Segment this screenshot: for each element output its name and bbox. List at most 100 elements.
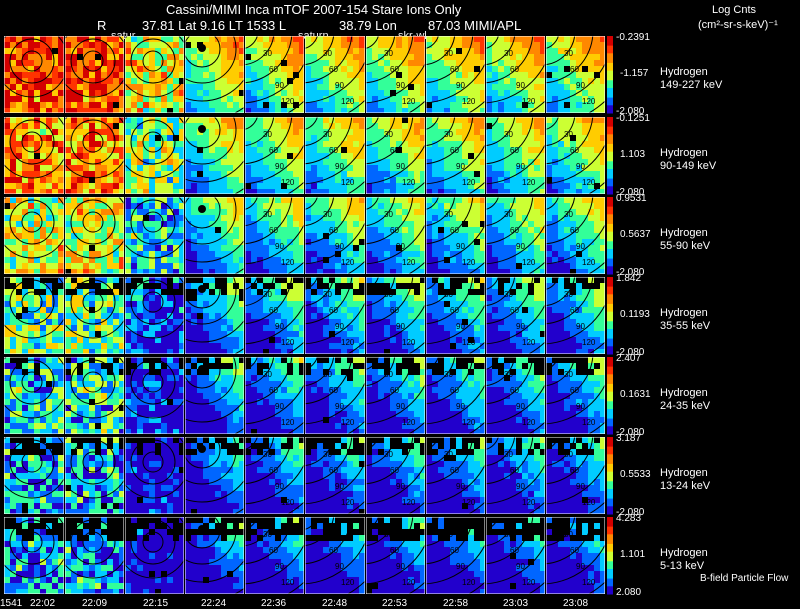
image-panel — [4, 357, 64, 434]
svg-text:30: 30 — [504, 210, 513, 219]
image-panel — [65, 517, 124, 594]
band-species: Hydrogen — [660, 467, 708, 479]
plot-title: Cassini/MIMI Inca mTOF 2007-154 Stare Io… — [166, 2, 462, 17]
time-label: 22:24 — [201, 598, 227, 609]
svg-text:60: 60 — [269, 65, 278, 74]
svg-text:60: 60 — [390, 226, 399, 235]
svg-text:90: 90 — [576, 81, 585, 90]
svg-text:90: 90 — [275, 162, 284, 171]
band-species: Hydrogen — [660, 147, 708, 159]
color-bar — [607, 117, 613, 195]
svg-text:60: 60 — [450, 65, 459, 74]
svg-text:120: 120 — [341, 178, 355, 187]
svg-text:60: 60 — [570, 226, 579, 235]
image-panel — [65, 197, 124, 274]
color-bar — [607, 357, 613, 435]
svg-text:30: 30 — [504, 130, 513, 139]
band-species: Hydrogen — [660, 227, 708, 239]
band-energy: 55-90 keV — [660, 240, 711, 252]
colorbar-min: -2.080 — [616, 106, 645, 117]
svg-text:30: 30 — [263, 210, 272, 219]
svg-text:60: 60 — [269, 146, 278, 155]
image-panel — [4, 117, 64, 194]
image-panel — [65, 357, 124, 434]
band-energy: 149-227 keV — [660, 79, 723, 91]
svg-text:120: 120 — [402, 97, 416, 106]
image-panel — [185, 117, 244, 194]
svg-text:90: 90 — [396, 81, 405, 90]
svg-text:60: 60 — [450, 146, 459, 155]
svg-text:120: 120 — [281, 258, 295, 267]
band-energy: 90-149 keV — [660, 160, 717, 172]
band-species: Hydrogen — [660, 387, 708, 399]
svg-text:90: 90 — [576, 242, 585, 251]
colorbar-max: 4.283 — [616, 513, 642, 524]
svg-text:90: 90 — [456, 242, 465, 251]
image-panel — [125, 517, 184, 594]
svg-text:60: 60 — [450, 226, 459, 235]
time-label: 22:53 — [382, 598, 408, 609]
colorbar-min: -2.080 — [616, 347, 645, 358]
colorbar-mid: 0.5637 — [620, 229, 651, 240]
units-label: (cm²-sr-s-keV)⁻¹ — [698, 19, 778, 31]
colorbar-max: 1.842 — [616, 273, 642, 284]
svg-text:30: 30 — [323, 210, 332, 219]
svg-text:90: 90 — [396, 242, 405, 251]
image-panel — [185, 357, 244, 434]
svg-text:60: 60 — [329, 65, 338, 74]
time-label: 23:08 — [563, 598, 589, 609]
colorbar-min: -2.080 — [616, 187, 645, 198]
svg-text:120: 120 — [341, 97, 355, 106]
svg-text:90: 90 — [275, 81, 284, 90]
image-panel — [4, 437, 64, 514]
colorbar-min: -2.080 — [616, 427, 645, 438]
image-panel — [4, 517, 64, 594]
svg-text:120: 120 — [582, 258, 596, 267]
colorbar-min: 2.080 — [616, 587, 642, 598]
position-readout: 37.81 Lat 9.16 LT 1533 L — [142, 18, 287, 33]
image-panel — [185, 36, 244, 113]
svg-text:60: 60 — [390, 65, 399, 74]
color-bar — [607, 517, 613, 595]
time-label: 22:09 — [82, 598, 108, 609]
svg-text:120: 120 — [402, 178, 416, 187]
svg-text:120: 120 — [582, 178, 596, 187]
svg-text:120: 120 — [402, 258, 416, 267]
colorbar-max: -0.1251 — [616, 113, 650, 124]
r-label: R — [97, 18, 107, 33]
image-panel — [65, 277, 124, 354]
time-label: 22:58 — [443, 598, 469, 609]
svg-text:30: 30 — [564, 210, 573, 219]
time-label: 1541 — [0, 598, 23, 609]
svg-text:120: 120 — [462, 178, 476, 187]
band-species: Hydrogen — [660, 307, 708, 319]
svg-text:90: 90 — [456, 162, 465, 171]
colorbar-mid: -1.157 — [620, 68, 649, 79]
units-title: Log Cnts — [712, 4, 757, 16]
svg-text:60: 60 — [570, 146, 579, 155]
time-label: 22:15 — [143, 598, 169, 609]
image-panel — [125, 36, 184, 113]
svg-text:30: 30 — [564, 49, 573, 58]
image-panel — [185, 517, 244, 594]
